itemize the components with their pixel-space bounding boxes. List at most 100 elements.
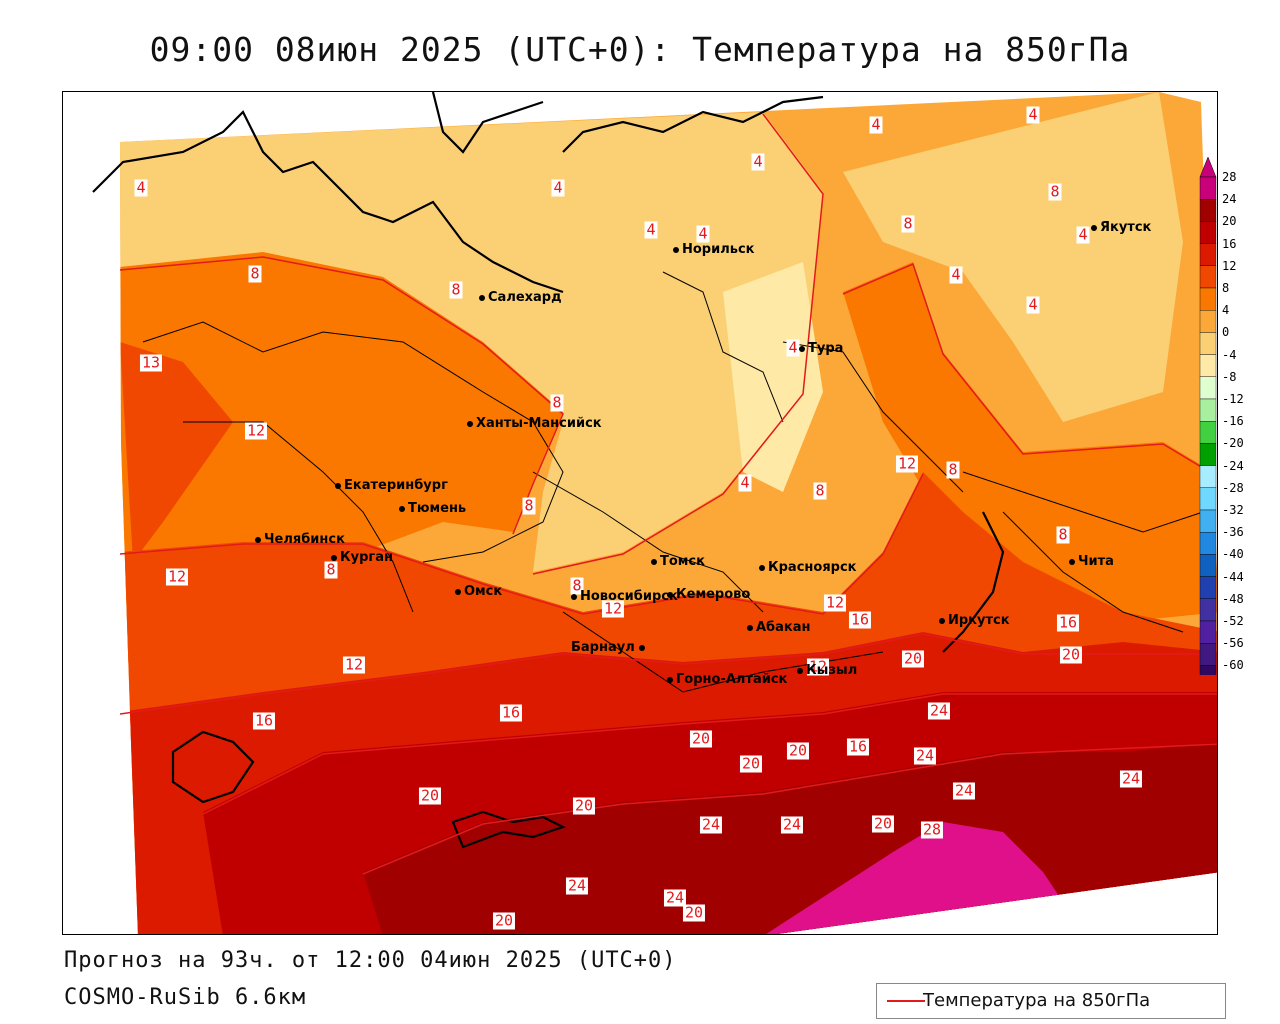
city-marker-icon (673, 246, 679, 253)
contour-label: 8 (1048, 182, 1062, 201)
scale-tick-label: 4 (1222, 303, 1230, 318)
city-marker-icon (467, 420, 473, 427)
city-marker-icon (455, 588, 461, 595)
city-kemerovo: Кемерово (667, 587, 750, 602)
contour-label: 20 (901, 649, 925, 668)
scale-tick-label: -60 (1222, 658, 1244, 673)
scale-color-swatch (1199, 376, 1217, 400)
legend-label: Температура на 850гПа (923, 990, 1151, 1011)
city-marker-icon (571, 593, 577, 600)
contour-label: 20 (418, 786, 442, 805)
contour-label: 8 (550, 393, 564, 412)
city-marker-icon (1091, 224, 1097, 231)
scale-color-swatch (1199, 243, 1217, 266)
contour-label: 4 (1026, 105, 1040, 124)
contour-label: 16 (846, 737, 870, 756)
city-marker-icon (799, 345, 805, 352)
contour-label: 24 (565, 876, 589, 895)
city-tura: Тура (799, 341, 843, 356)
contour-label: 24 (927, 701, 951, 720)
city-norilsk: Норильск (673, 242, 755, 257)
scale-tick-label: -4 (1222, 347, 1237, 362)
contour-label: 12 (342, 655, 366, 674)
contour-label: 4 (949, 265, 963, 284)
scale-color-swatch (1199, 598, 1217, 622)
contour-label: 16 (1056, 613, 1080, 632)
city-tyumen: Тюмень (399, 501, 466, 516)
city-chelyabinsk: Челябинск (255, 532, 345, 547)
scale-tick-label: -56 (1222, 636, 1244, 651)
city-marker-icon (759, 564, 765, 571)
city-chita: Чита (1069, 554, 1114, 569)
scale-tick-label: -20 (1222, 436, 1244, 451)
temperature-map: 4 4 4 4 4 8 8 4 4 4 8 8 4 4 4 13 12 8 8 … (62, 91, 1218, 935)
contour-label: 12 (895, 454, 919, 473)
contour-label: 8 (570, 576, 584, 595)
scale-tick-label: 12 (1222, 258, 1237, 273)
scale-tick-label: 24 (1222, 192, 1237, 207)
scale-tick-label: 8 (1222, 281, 1230, 295)
scale-color-swatch (1199, 554, 1217, 577)
scale-top-triangle (1199, 156, 1217, 178)
scale-tick-label: 28 (1222, 170, 1237, 184)
contour-label: 16 (848, 610, 872, 629)
city-krasnoyarsk: Красноярск (759, 560, 857, 575)
contour-label: 12 (601, 599, 625, 618)
scale-color-swatch (1199, 509, 1217, 533)
scale-color-swatch (1199, 176, 1217, 200)
color-scale-bar (1199, 156, 1217, 675)
contour-label: 20 (689, 729, 713, 748)
scale-color-swatch (1199, 265, 1217, 289)
scale-color-swatch (1199, 421, 1217, 444)
scale-tick-label: -40 (1222, 547, 1244, 562)
city-marker-icon (638, 644, 645, 651)
city-marker-icon (399, 505, 405, 512)
city-gorno-altaysk: Горно-Алтайск (667, 672, 787, 687)
contour-label: 4 (1026, 295, 1040, 314)
scale-color-swatch (1199, 309, 1217, 333)
legend-line-swatch (887, 1000, 925, 1002)
city-marker-icon (667, 676, 673, 683)
city-marker-icon (479, 294, 485, 301)
scale-color-swatch (1199, 332, 1217, 355)
scale-tick-label: -12 (1222, 392, 1244, 406)
contour-label: 20 (1059, 645, 1083, 664)
contour-label: 8 (449, 280, 463, 299)
contour-label: 20 (572, 796, 596, 815)
city-tomsk: Томск (651, 554, 705, 569)
legend: Температура на 850гПа (876, 983, 1226, 1019)
contour-label: 12 (244, 421, 268, 440)
contour-label: 8 (901, 214, 915, 233)
contour-label: 8 (1056, 525, 1070, 544)
contour-label: 4 (786, 338, 800, 357)
contour-label: 4 (551, 178, 565, 197)
city-marker-icon (331, 554, 337, 561)
scale-color-swatch (1199, 532, 1217, 555)
scale-tick-label: 16 (1222, 236, 1237, 251)
contour-label: 20 (682, 903, 706, 922)
scale-tick-label: -28 (1222, 480, 1244, 495)
city-khanty-mansiysk: Ханты-Мансийск (467, 416, 602, 431)
contour-label: 8 (813, 481, 827, 500)
scale-color-swatch (1199, 465, 1217, 489)
city-marker-icon (255, 536, 261, 543)
color-scale: 28 24 20 16 12 8 4 0 -4 -8 -12 -16 -20 -24 -28 -32 -36 -4… (1196, 155, 1280, 675)
scale-color-swatch (1199, 665, 1217, 675)
contour-label: 8 (522, 496, 536, 515)
scale-color-swatch (1199, 620, 1217, 644)
city-novosibirsk: Новосибирск (571, 589, 678, 604)
contour-label: 20 (739, 754, 763, 773)
scale-tick-label: -48 (1222, 591, 1244, 606)
scale-color-swatch (1199, 398, 1217, 422)
city-salekhard: Салехард (479, 290, 562, 305)
scale-tick-label: -36 (1222, 525, 1244, 540)
scale-tick-label: -32 (1222, 503, 1244, 517)
contour-label: 24 (1119, 769, 1143, 788)
contour-label: 24 (699, 815, 723, 834)
model-name: COSMO-RuSib 6.6км (64, 985, 307, 1010)
contour-label: 4 (134, 178, 148, 197)
city-marker-icon (797, 667, 803, 674)
scale-color-swatch (1199, 354, 1217, 378)
contour-label: 20 (871, 814, 895, 833)
city-irkutsk: Иркутск (939, 613, 1010, 628)
